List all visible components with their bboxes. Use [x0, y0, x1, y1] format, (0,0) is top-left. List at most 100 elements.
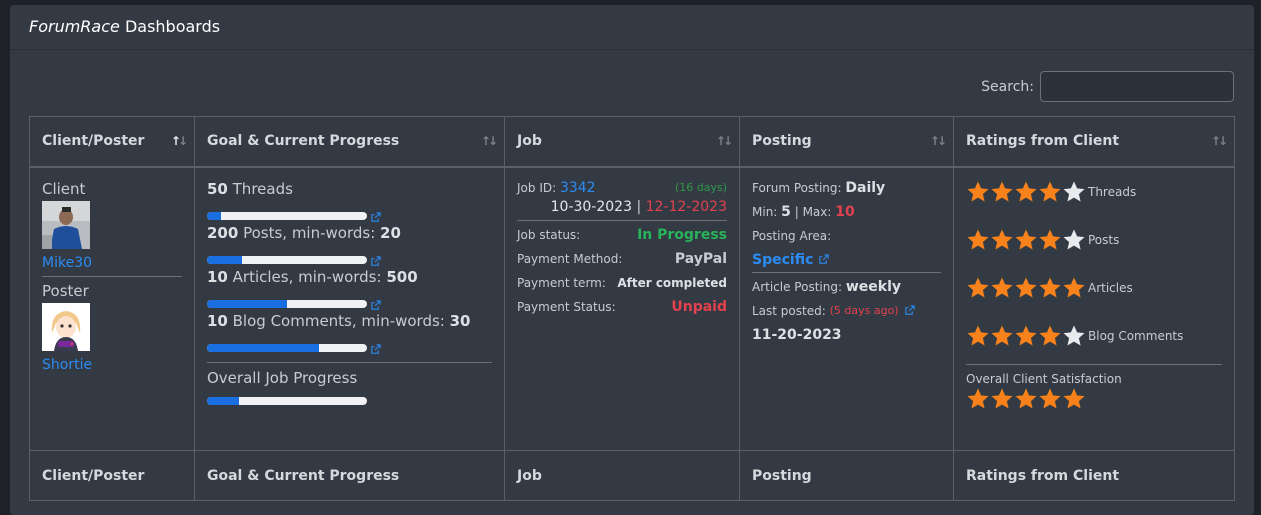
cell-job: Job ID: 3342 (16 days) 10-30-2023 | 12-1… — [504, 166, 740, 451]
dashboard-panel: ForumRace Dashboards Search: Client/Post… — [10, 5, 1254, 515]
cell-goal-progress: 50 Threads 200 Posts, min-words: 20 — [194, 166, 505, 451]
star-filled-icon — [967, 277, 989, 297]
overall-progress: Overall Job Progress — [207, 369, 492, 409]
foot-posting: Posting — [739, 450, 954, 501]
divider — [517, 219, 727, 221]
goal-blog-comments: 10 Blog Comments, min-words: 30 — [207, 312, 492, 356]
forum-posting: Forum Posting: Daily — [752, 179, 886, 196]
progress-bar — [207, 343, 367, 352]
divider — [207, 361, 492, 363]
col-job[interactable]: Job ↑↓ — [504, 116, 740, 168]
client-role-label: Client — [42, 179, 86, 198]
overall-progress-bar — [207, 396, 367, 405]
foot-ratings: Ratings from Client — [953, 450, 1235, 501]
title-text: Dashboards — [119, 17, 221, 36]
star-filled-icon — [1015, 277, 1037, 297]
job-id-link[interactable]: 3342 — [559, 179, 596, 196]
foot-client-poster: Client/Poster — [29, 450, 195, 501]
cell-posting: Forum Posting: Daily Min: 5 | Max: 10 Po… — [739, 166, 954, 451]
posting-area-link[interactable]: Specific — [752, 251, 814, 268]
star-filled-icon — [991, 277, 1013, 297]
star-rating — [966, 387, 1086, 411]
col-ratings[interactable]: Ratings from Client ↑↓ — [953, 116, 1235, 168]
star-filled-icon — [991, 229, 1013, 249]
job-dates: 10-30-2023 | 12-12-2023 — [550, 198, 727, 215]
overall-label: Overall Job Progress — [207, 368, 358, 387]
foot-job: Job — [504, 450, 740, 501]
star-rating — [966, 324, 1086, 348]
star-empty-icon — [1063, 325, 1085, 345]
star-filled-icon — [1039, 388, 1061, 408]
external-link-icon[interactable] — [370, 299, 381, 311]
star-rating — [966, 228, 1086, 252]
star-empty-icon — [1063, 181, 1085, 201]
rating-blog-comments: Blog Comments — [966, 324, 1222, 348]
star-filled-icon — [967, 388, 989, 408]
table-footer-row: Client/Poster Goal & Current Progress Jo… — [29, 450, 1235, 501]
sort-icon[interactable]: ↑↓ — [715, 134, 733, 148]
divider — [966, 363, 1222, 365]
brand-name: ForumRace — [29, 17, 120, 36]
col-posting[interactable]: Posting ↑↓ — [739, 116, 954, 168]
job-status-row: Job status: In Progress — [517, 226, 727, 243]
goal-articles: 10 Articles, min-words: 500 — [207, 268, 492, 312]
table-row: Client Mike30 Poster — [29, 166, 1235, 451]
star-filled-icon — [991, 325, 1013, 345]
external-link-icon[interactable] — [818, 253, 830, 265]
sort-icon[interactable]: ↑↓ — [929, 134, 947, 148]
payment-term-row: Payment term: After completed — [517, 275, 727, 290]
divider — [42, 275, 182, 277]
foot-goal-progress: Goal & Current Progress — [194, 450, 505, 501]
client-avatar[interactable] — [42, 200, 90, 249]
sort-icon[interactable]: ↑↓ — [480, 134, 498, 148]
divider — [752, 271, 941, 273]
last-posted-date: 11-20-2023 — [752, 326, 842, 343]
posting-area: Specific — [752, 252, 941, 268]
min-max: Min: 5 | Max: 10 — [752, 203, 855, 220]
rating-posts: Posts — [966, 228, 1222, 252]
star-filled-icon — [1015, 229, 1037, 249]
progress-bar — [207, 211, 367, 220]
poster-name-link[interactable]: Shortie — [42, 356, 93, 373]
table-header-row: Client/Poster ↑↓ Goal & Current Progress ↑… — [29, 116, 1235, 168]
external-link-icon[interactable] — [370, 211, 381, 223]
payment-method-row: Payment Method: PayPal — [517, 250, 727, 267]
satisfaction-rating — [966, 387, 1222, 411]
panel-title: ForumRace Dashboards — [10, 5, 1254, 50]
col-goal-progress[interactable]: Goal & Current Progress ↑↓ — [194, 116, 505, 168]
rating-articles: Articles — [966, 276, 1222, 300]
star-filled-icon — [1015, 325, 1037, 345]
article-posting: Article Posting: weekly — [752, 278, 902, 295]
last-posted: Last posted: (5 days ago) — [752, 303, 941, 319]
star-filled-icon — [1039, 181, 1061, 201]
external-link-icon[interactable] — [904, 304, 915, 316]
star-filled-icon — [967, 325, 989, 345]
star-filled-icon — [991, 388, 1013, 408]
progress-bar — [207, 255, 367, 264]
client-name-link[interactable]: Mike30 — [42, 254, 93, 271]
dashboard-table: Client/Poster ↑↓ Goal & Current Progress ↑… — [29, 116, 1235, 501]
goal-threads: 50 Threads — [207, 180, 492, 224]
job-id-row: Job ID: 3342 (16 days) — [517, 179, 727, 196]
star-empty-icon — [1063, 229, 1085, 249]
search-input[interactable] — [1040, 71, 1234, 102]
star-filled-icon — [967, 229, 989, 249]
col-client-poster[interactable]: Client/Poster ↑↓ — [29, 116, 195, 168]
star-filled-icon — [1039, 277, 1061, 297]
star-filled-icon — [1039, 325, 1061, 345]
star-filled-icon — [1063, 277, 1085, 297]
poster-role-label: Poster — [42, 281, 89, 300]
external-link-icon[interactable] — [370, 343, 381, 355]
star-filled-icon — [1063, 388, 1085, 408]
star-rating — [966, 180, 1086, 204]
sort-icon[interactable]: ↑↓ — [170, 134, 188, 148]
star-filled-icon — [1015, 181, 1037, 201]
star-filled-icon — [967, 181, 989, 201]
star-filled-icon — [1039, 229, 1061, 249]
cell-ratings: Threads Posts Articles Blog Comments Ove… — [953, 166, 1235, 451]
posting-area-label: Posting Area: — [752, 228, 832, 243]
poster-avatar[interactable] — [42, 302, 90, 351]
external-link-icon[interactable] — [370, 255, 381, 267]
star-filled-icon — [991, 181, 1013, 201]
sort-icon[interactable]: ↑↓ — [1210, 134, 1228, 148]
